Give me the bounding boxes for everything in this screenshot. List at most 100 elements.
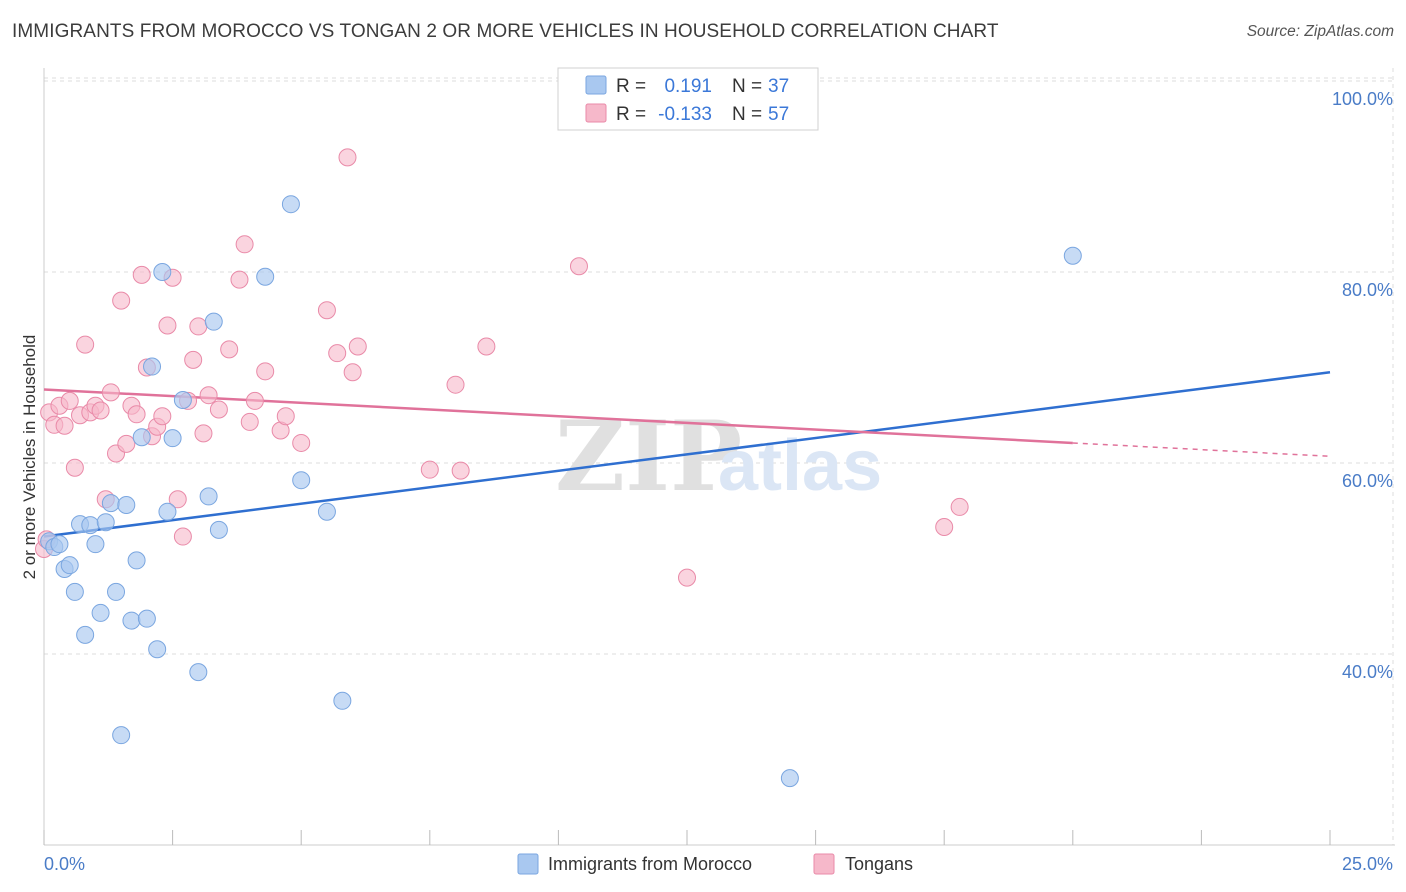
- point-morocco: [137, 609, 156, 628]
- source-credit: Source: ZipAtlas.com: [1246, 23, 1394, 40]
- y-tick-label: 60.0%: [1342, 471, 1393, 491]
- point-tongans: [276, 407, 295, 426]
- point-tongans: [101, 383, 120, 402]
- point-morocco: [256, 267, 275, 286]
- point-morocco: [112, 726, 131, 745]
- point-morocco: [333, 691, 352, 710]
- point-morocco: [317, 502, 336, 521]
- point-morocco: [122, 611, 141, 630]
- point-tongans: [245, 391, 264, 410]
- point-tongans: [678, 568, 696, 587]
- data-points: [35, 148, 1082, 788]
- point-morocco: [163, 429, 182, 448]
- point-tongans: [168, 490, 187, 509]
- point-tongans: [950, 497, 969, 516]
- legend-r-value-blue: 0.191: [664, 76, 712, 97]
- point-tongans: [420, 460, 439, 479]
- point-tongans: [209, 400, 228, 419]
- point-tongans: [328, 344, 347, 363]
- x-tick-label-min: 0.0%: [44, 854, 85, 874]
- top-legend: R = 0.191 N = 37 R = -0.133 N = 57: [557, 67, 819, 131]
- point-tongans: [132, 265, 151, 284]
- point-morocco: [132, 428, 151, 447]
- point-tongans: [173, 527, 192, 546]
- y-tick-labels: 40.0% 60.0% 80.0% 100.0%: [1332, 89, 1393, 682]
- point-morocco: [199, 487, 218, 506]
- point-morocco: [189, 663, 208, 682]
- point-morocco: [81, 516, 100, 535]
- point-morocco: [76, 625, 95, 644]
- point-morocco: [117, 496, 136, 515]
- point-tongans: [153, 407, 172, 426]
- point-tongans: [348, 337, 367, 356]
- point-morocco: [292, 471, 311, 490]
- y-axis-label: 2 or more Vehicles in Household: [20, 335, 39, 580]
- point-tongans: [55, 416, 74, 435]
- point-tongans: [338, 148, 357, 167]
- x-tick-label-max: 25.0%: [1342, 854, 1393, 874]
- point-morocco: [50, 535, 69, 554]
- point-tongans: [127, 405, 146, 424]
- point-morocco: [91, 603, 110, 622]
- legend-swatch-blue: [585, 75, 607, 95]
- legend-swatch-pink: [585, 103, 607, 123]
- point-tongans: [76, 335, 95, 354]
- bottom-legend-swatch-pink: [813, 853, 835, 875]
- axis-layer: [43, 68, 1395, 846]
- legend-n-label-pink: N =: [732, 104, 762, 125]
- y-tick-label: 100.0%: [1332, 89, 1393, 109]
- bottom-legend-label-tongans: Tongans: [845, 854, 913, 874]
- point-morocco: [204, 312, 223, 331]
- point-morocco: [143, 357, 162, 376]
- point-tongans: [477, 337, 496, 356]
- legend-r-value-pink: -0.133: [658, 104, 712, 125]
- point-tongans: [91, 401, 110, 420]
- bottom-legend-swatch-blue: [517, 853, 539, 875]
- bottom-legend-label-morocco: Immigrants from Morocco: [548, 854, 752, 874]
- point-tongans: [292, 433, 311, 452]
- y-tick-label: 40.0%: [1342, 662, 1393, 682]
- legend-n-value-pink: 57: [768, 104, 789, 125]
- point-tongans: [446, 375, 465, 394]
- legend-r-label-blue: R =: [616, 76, 646, 97]
- point-morocco: [209, 520, 228, 539]
- point-morocco: [1063, 246, 1082, 265]
- point-morocco: [148, 640, 167, 659]
- point-tongans: [158, 316, 177, 335]
- legend-r-label-pink: R =: [616, 104, 646, 125]
- point-tongans: [60, 391, 79, 410]
- point-tongans: [189, 317, 208, 336]
- watermark-atlas: atlas: [718, 426, 882, 506]
- y-tick-label: 80.0%: [1342, 280, 1393, 300]
- chart-title: IMMIGRANTS FROM MOROCCO VS TONGAN 2 OR M…: [12, 21, 999, 42]
- point-tongans: [935, 517, 954, 536]
- point-tongans: [194, 424, 213, 443]
- point-morocco: [86, 535, 105, 554]
- point-tongans: [240, 412, 259, 431]
- point-morocco: [158, 502, 177, 521]
- point-morocco: [107, 582, 126, 601]
- point-morocco: [60, 556, 79, 575]
- point-tongans: [569, 257, 588, 276]
- point-tongans: [220, 340, 239, 359]
- legend-n-value-blue: 37: [768, 76, 789, 97]
- legend-n-label-blue: N =: [732, 76, 762, 97]
- point-morocco: [281, 195, 300, 214]
- point-tongans: [343, 363, 362, 382]
- trend-line-morocco: [43, 371, 1331, 538]
- point-tongans: [230, 270, 249, 289]
- trend-line-tongans-extension: [1072, 442, 1331, 458]
- point-tongans: [184, 350, 203, 369]
- point-tongans: [317, 301, 336, 320]
- point-tongans: [199, 386, 218, 405]
- point-tongans: [256, 362, 275, 381]
- point-morocco: [101, 494, 120, 513]
- point-morocco: [780, 769, 799, 788]
- point-morocco: [127, 551, 146, 570]
- point-tongans: [117, 434, 136, 453]
- point-tongans: [235, 235, 254, 254]
- point-tongans: [112, 291, 131, 310]
- bottom-legend: Immigrants from Morocco Tongans: [517, 853, 913, 875]
- point-morocco: [153, 263, 172, 281]
